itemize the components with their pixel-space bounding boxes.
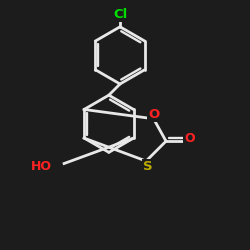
- Text: Cl: Cl: [113, 8, 127, 21]
- Text: HO: HO: [31, 160, 52, 172]
- Text: O: O: [148, 108, 159, 121]
- Text: O: O: [184, 132, 195, 145]
- Text: S: S: [142, 160, 152, 173]
